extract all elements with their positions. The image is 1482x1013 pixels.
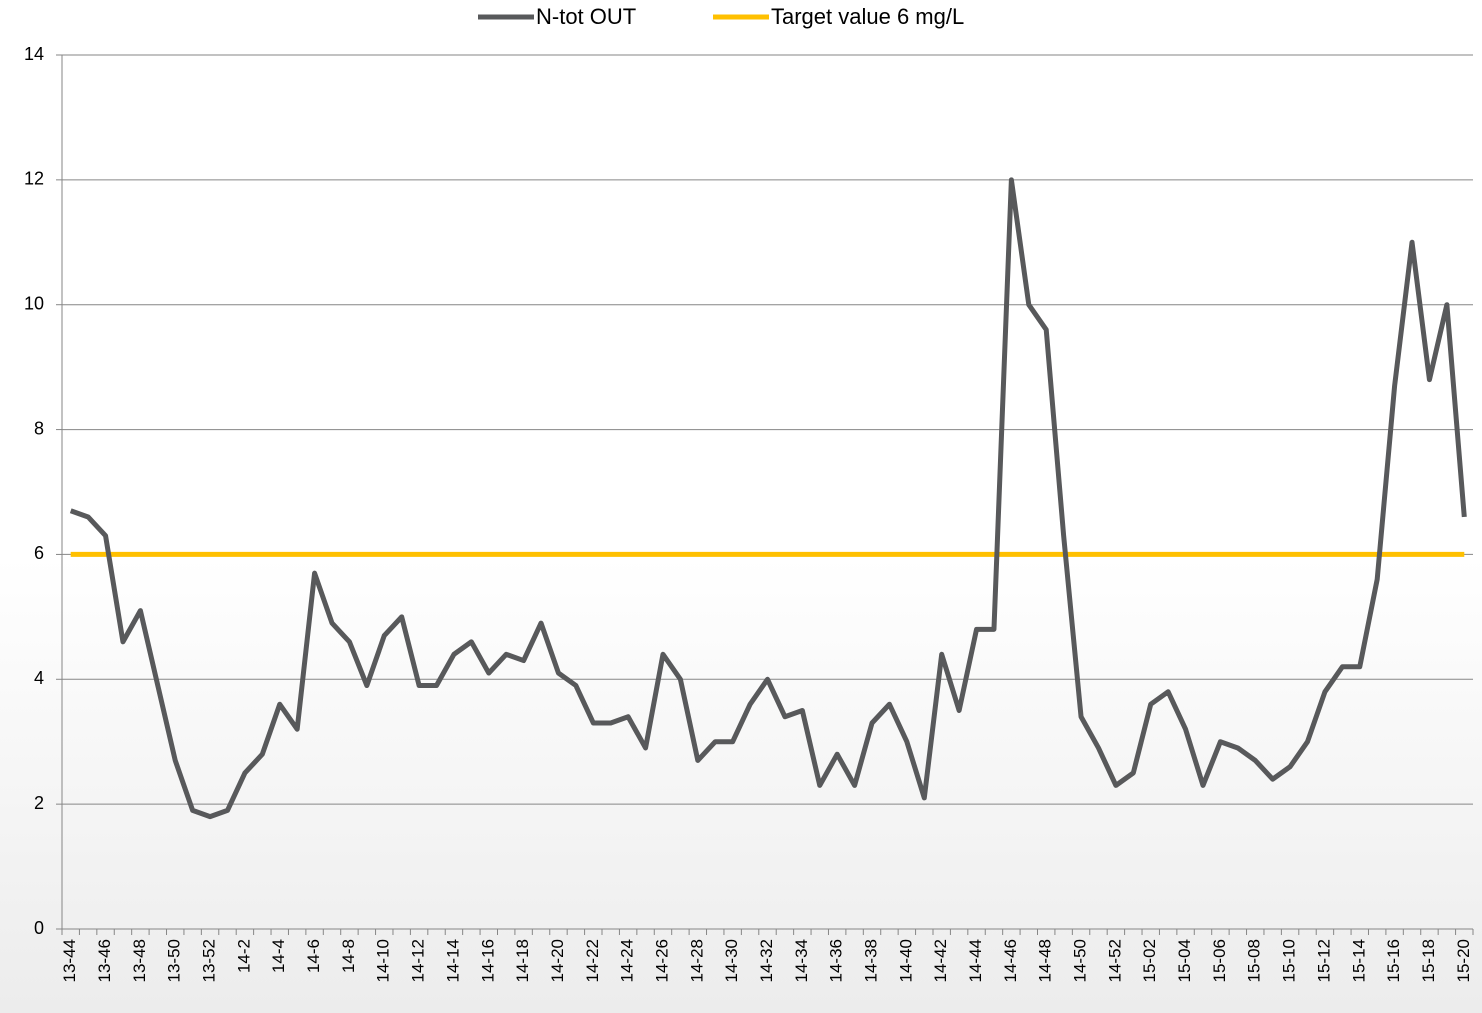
x-tick-label: 14-44 [966, 939, 985, 982]
x-tick-label: 14-42 [931, 939, 950, 982]
x-tick-label: 14-38 [862, 939, 881, 982]
x-tick-label: 14-50 [1071, 939, 1090, 982]
y-tick-label: 4 [34, 668, 44, 688]
x-tick-label: 13-48 [130, 939, 149, 982]
legend-label: N-tot OUT [536, 4, 636, 29]
x-tick-label: 15-12 [1314, 939, 1333, 982]
x-tick-label: 14-6 [304, 939, 323, 973]
x-tick-label: 14-26 [652, 939, 671, 982]
x-tick-label: 14-22 [583, 939, 602, 982]
x-tick-label: 14-18 [513, 939, 532, 982]
x-tick-label: 15-16 [1384, 939, 1403, 982]
x-tick-label: 14-8 [339, 939, 358, 973]
y-tick-label: 2 [34, 793, 44, 813]
x-tick-label: 14-12 [409, 939, 428, 982]
x-tick-label: 15-08 [1245, 939, 1264, 982]
x-tick-label: 14-24 [618, 939, 637, 982]
x-tick-label: 14-36 [827, 939, 846, 982]
x-tick-label: 14-20 [548, 939, 567, 982]
y-tick-label: 8 [34, 418, 44, 438]
x-tick-label: 13-44 [60, 939, 79, 982]
x-tick-label: 14-28 [687, 939, 706, 982]
x-tick-label: 14-40 [896, 939, 915, 982]
x-tick-label: 14-34 [792, 939, 811, 982]
y-tick-label: 14 [24, 44, 44, 64]
x-tick-label: 15-10 [1280, 939, 1299, 982]
x-tick-label: 14-14 [443, 939, 462, 982]
x-tick-label: 14-4 [269, 939, 288, 973]
x-tick-label: 14-16 [478, 939, 497, 982]
x-tick-label: 14-46 [1001, 939, 1020, 982]
y-tick-label: 0 [34, 918, 44, 938]
x-tick-label: 14-2 [234, 939, 253, 973]
series-line [69, 177, 1467, 820]
x-tick-label: 13-46 [95, 939, 114, 982]
x-tick-label: 15-02 [1140, 939, 1159, 982]
x-tick-label: 15-18 [1419, 939, 1438, 982]
x-tick-label: 15-04 [1175, 939, 1194, 982]
x-tick-label: 15-14 [1349, 939, 1368, 982]
y-tick-label: 12 [24, 169, 44, 189]
x-tick-label: 13-52 [200, 939, 219, 982]
y-tick-label: 6 [34, 543, 44, 563]
x-tick-label: 15-20 [1454, 939, 1473, 982]
legend-label: Target value 6 mg/L [771, 4, 964, 29]
x-tick-label: 15-06 [1210, 939, 1229, 982]
x-tick-label: 14-48 [1036, 939, 1055, 982]
x-tick-label: 14-30 [722, 939, 741, 982]
y-tick-label: 10 [24, 293, 44, 313]
x-tick-label: 14-52 [1105, 939, 1124, 982]
x-tick-label: 13-50 [165, 939, 184, 982]
x-tick-label: 14-10 [374, 939, 393, 982]
x-tick-label: 14-32 [757, 939, 776, 982]
